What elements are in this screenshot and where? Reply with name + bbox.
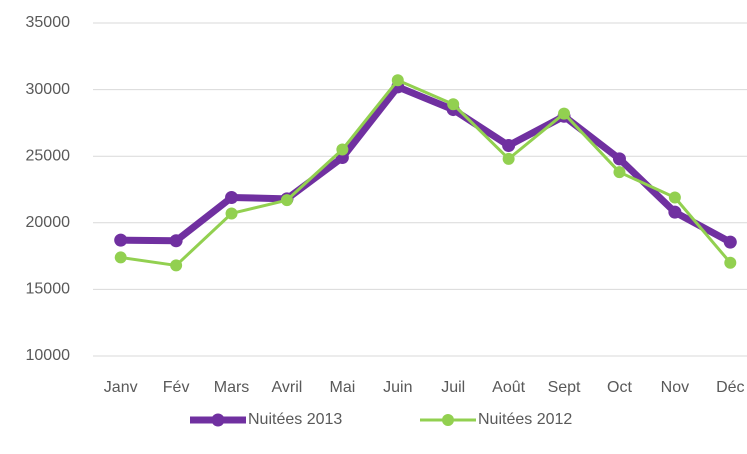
- x-tick-label: Déc: [716, 379, 744, 396]
- y-tick-label: 25000: [26, 147, 71, 164]
- x-tick-label: Nov: [661, 379, 689, 396]
- x-tick-label: Sept: [548, 379, 581, 396]
- data-point: [225, 190, 239, 204]
- x-tick-label: Janv: [104, 379, 138, 396]
- data-point: [724, 256, 737, 269]
- data-point: [114, 233, 128, 247]
- x-tick-label: Août: [492, 379, 525, 396]
- data-point: [447, 98, 460, 111]
- series-line: [120, 83, 732, 246]
- data-point: [502, 139, 516, 153]
- data-point: [558, 107, 571, 120]
- x-tick-label: Juin: [383, 379, 412, 396]
- data-point: [502, 152, 515, 165]
- x-tick-label: Avril: [272, 379, 303, 396]
- legend-label: Nuitées 2013: [248, 411, 342, 428]
- y-tick-label: 10000: [26, 347, 71, 364]
- y-tick-label: 35000: [26, 14, 71, 31]
- legend-marker: [442, 414, 454, 426]
- x-tick-label: Mai: [329, 379, 355, 396]
- data-point: [336, 143, 349, 156]
- data-point: [613, 166, 626, 179]
- x-tick-label: Mars: [214, 379, 250, 396]
- x-tick-label: Juil: [441, 379, 465, 396]
- legend-label: Nuitées 2012: [478, 411, 572, 428]
- x-tick-label: Oct: [607, 379, 632, 396]
- y-tick-label: 15000: [26, 281, 71, 298]
- data-point: [723, 235, 737, 249]
- x-tick-label: Fév: [163, 379, 190, 396]
- legend-marker: [211, 413, 225, 427]
- data-point: [114, 251, 127, 264]
- y-tick-label: 30000: [26, 81, 71, 98]
- data-point: [612, 152, 626, 166]
- data-point: [280, 194, 293, 207]
- data-point: [668, 191, 681, 204]
- data-point: [169, 234, 183, 248]
- y-tick-label: 20000: [26, 214, 71, 231]
- data-point: [170, 259, 183, 272]
- data-point: [225, 207, 238, 220]
- series-line: [120, 78, 732, 267]
- data-point: [668, 205, 682, 219]
- data-point: [391, 74, 404, 87]
